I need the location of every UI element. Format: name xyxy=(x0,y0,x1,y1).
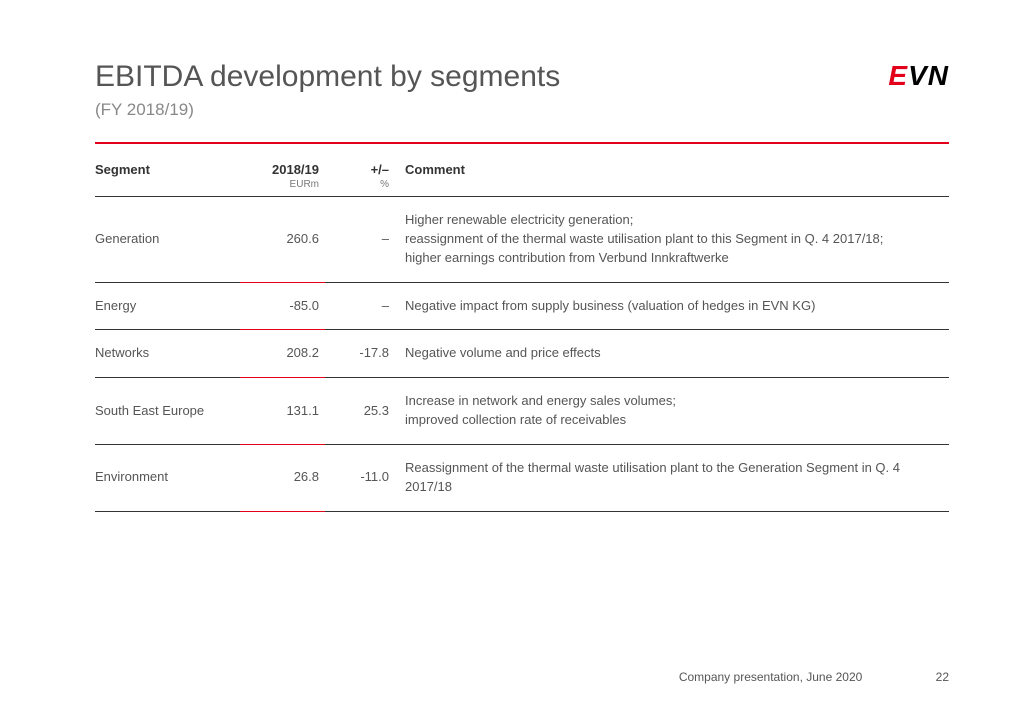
cell-segment: Energy xyxy=(95,282,240,330)
footer-text: Company presentation, June 2020 xyxy=(679,670,862,684)
table-row: Networks208.2-17.8Negative volume and pr… xyxy=(95,330,949,378)
cell-comment: Reassignment of the thermal waste utilis… xyxy=(395,444,949,511)
cell-segment: Environment xyxy=(95,444,240,511)
page-title: EBITDA development by segments xyxy=(95,60,560,94)
cell-value: -85.0 xyxy=(240,282,325,330)
cell-segment: Generation xyxy=(95,197,240,283)
col-change: +/– xyxy=(325,154,395,179)
title-block: EBITDA development by segments (FY 2018/… xyxy=(95,60,560,142)
cell-segment: South East Europe xyxy=(95,378,240,445)
cell-change: -11.0 xyxy=(325,444,395,511)
table-row: South East Europe131.125.3Increase in ne… xyxy=(95,378,949,445)
page-number: 22 xyxy=(936,670,949,684)
col-value-unit: EURm xyxy=(240,179,325,197)
col-change-unit: % xyxy=(325,179,395,197)
logo: EVN xyxy=(888,60,949,92)
logo-vn: VN xyxy=(908,60,949,91)
cell-value: 208.2 xyxy=(240,330,325,378)
cell-change: -17.8 xyxy=(325,330,395,378)
divider-top xyxy=(95,142,949,144)
cell-value: 260.6 xyxy=(240,197,325,283)
cell-change: – xyxy=(325,282,395,330)
cell-change: – xyxy=(325,197,395,283)
header: EBITDA development by segments (FY 2018/… xyxy=(95,60,949,142)
cell-change: 25.3 xyxy=(325,378,395,445)
cell-comment: Negative impact from supply business (va… xyxy=(395,282,949,330)
logo-e: E xyxy=(888,60,908,91)
table-row: Environment26.8-11.0Reassignment of the … xyxy=(95,444,949,511)
cell-segment: Networks xyxy=(95,330,240,378)
table-header-row: Segment 2018/19 +/– Comment xyxy=(95,154,949,179)
col-segment: Segment xyxy=(95,154,240,179)
table-row: Energy-85.0–Negative impact from supply … xyxy=(95,282,949,330)
page-subtitle: (FY 2018/19) xyxy=(95,100,560,120)
cell-comment: Increase in network and energy sales vol… xyxy=(395,378,949,445)
col-value: 2018/19 xyxy=(240,154,325,179)
cell-comment: Higher renewable electricity generation;… xyxy=(395,197,949,283)
table-row: Generation260.6–Higher renewable electri… xyxy=(95,197,949,283)
table-subheader-row: EURm % xyxy=(95,179,949,197)
cell-value: 131.1 xyxy=(240,378,325,445)
cell-comment: Negative volume and price effects xyxy=(395,330,949,378)
footer: Company presentation, June 2020 22 xyxy=(679,670,949,684)
col-comment: Comment xyxy=(395,154,949,179)
segment-table: Segment 2018/19 +/– Comment EURm % Gener… xyxy=(95,154,949,512)
cell-value: 26.8 xyxy=(240,444,325,511)
